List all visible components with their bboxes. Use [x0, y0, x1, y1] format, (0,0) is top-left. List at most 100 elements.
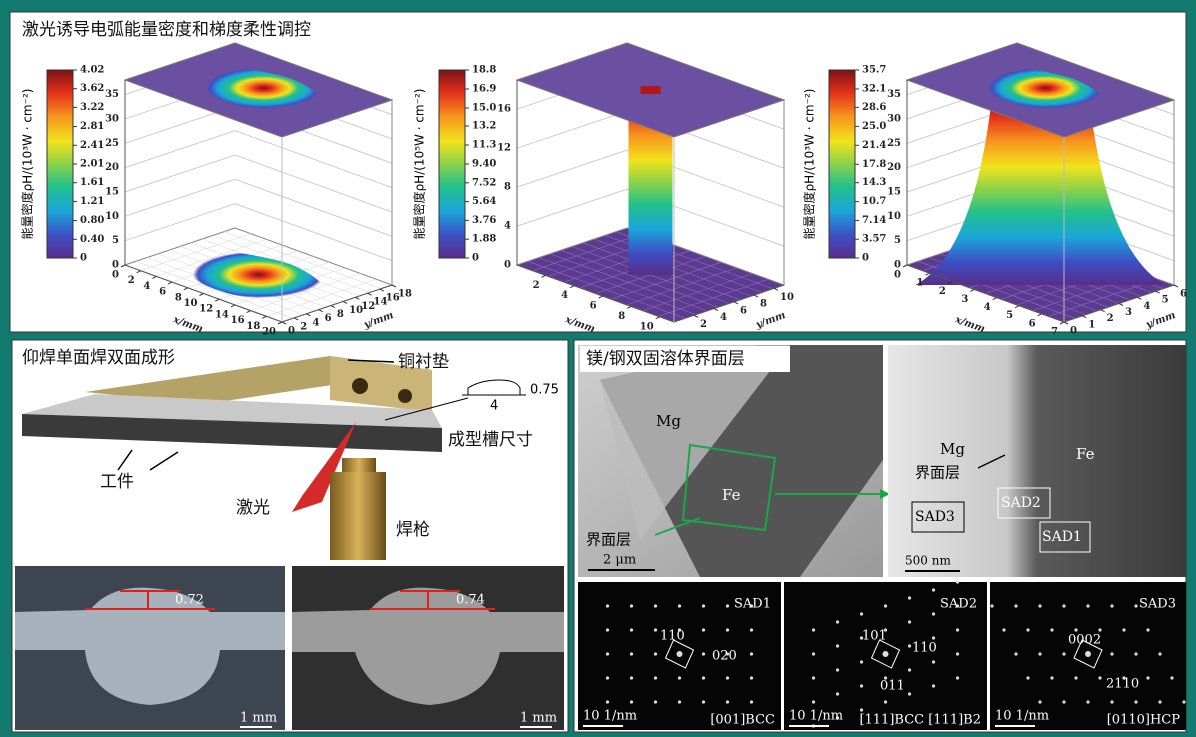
diffraction-spot: [859, 636, 864, 640]
x-tick: [1014, 305, 1020, 309]
diffraction-spot: [629, 700, 634, 704]
x-tick-label: 6: [590, 301, 597, 312]
colorbar-tick-label: 14.3: [862, 177, 886, 188]
x-tick: [230, 304, 236, 308]
colorbar-tick-label: 1.21: [80, 196, 104, 207]
diffraction-spot: [605, 700, 610, 704]
floor-grid: [1048, 279, 1159, 317]
z-tick-label: 5: [894, 235, 901, 246]
x-tick-label: 18: [246, 321, 260, 332]
grid-line: [124, 203, 393, 262]
x-tick-label: 20: [262, 327, 276, 338]
diffraction-spot: [749, 676, 754, 680]
diffraction-spot: [725, 676, 730, 680]
weld-bead: [15, 587, 285, 705]
z-tick-label: 30: [887, 113, 901, 124]
x-tick: [947, 280, 953, 284]
colorbar-label: 能量密度ρH/(10³W · cm⁻²): [802, 89, 817, 240]
colorbar: [828, 69, 856, 259]
x-tick: [569, 285, 575, 289]
y-tick: [306, 313, 311, 317]
x-tick-label: 8: [175, 292, 182, 303]
x-tick: [183, 287, 189, 291]
arrow: [149, 451, 179, 471]
spot-index: 110: [660, 629, 685, 644]
y-tick: [713, 308, 719, 311]
diffraction-spot: [1050, 676, 1054, 680]
diffraction-spot: [653, 676, 658, 680]
colorbar-tick-label: 0: [862, 253, 869, 264]
diffraction-spot: [1146, 628, 1150, 632]
spot-index: 011: [880, 679, 905, 694]
diffraction-spot: [883, 700, 888, 704]
grid-line: [124, 178, 393, 237]
x-tick-label: 5: [1006, 310, 1013, 321]
y-tick: [379, 288, 385, 292]
diffraction-spot: [701, 628, 706, 632]
y-tick: [1137, 296, 1142, 300]
x-tick: [655, 316, 660, 320]
scale-label: 1 mm: [520, 711, 557, 726]
z-tick-label: 12: [497, 143, 511, 154]
z-tick-label: 0: [112, 260, 119, 271]
colorbar: [438, 69, 466, 259]
colorbar-tick-label: 18.8: [472, 65, 496, 76]
x-tick-label: 6: [1029, 318, 1036, 329]
unit-cell: [664, 639, 695, 669]
diffraction-spot: [1050, 628, 1054, 632]
x-tick-label: 1: [916, 278, 923, 289]
colorbar-label: 能量密度ρH/(10³W · cm⁻²): [20, 89, 35, 240]
diffraction-spot: [629, 628, 634, 632]
top-surface: [205, 67, 322, 109]
y-tick: [1100, 309, 1105, 313]
weld-bead: [292, 587, 564, 705]
y-tick: [281, 321, 287, 325]
z-tick-label: 15: [887, 186, 901, 197]
y-tick: [355, 296, 360, 300]
diffraction-spot: [653, 652, 658, 656]
top-title: 激光诱导电弧能量密度和梯度柔性调控: [22, 20, 311, 40]
diffraction-spot: [677, 628, 682, 632]
diffraction-spot: [883, 604, 888, 608]
colorbar-tick-label: 7.52: [472, 177, 496, 188]
label: 界面层: [915, 464, 960, 482]
x-tick: [277, 321, 283, 325]
label: SAD3: [915, 509, 955, 525]
y-tick-label: 10: [780, 292, 794, 303]
y-tick-label: 12: [361, 301, 375, 312]
diffraction-spot: [907, 596, 912, 600]
z-tick-label: 20: [887, 162, 901, 173]
torch-body: [330, 472, 386, 560]
colorbar-tick-label: 35.7: [862, 65, 886, 76]
diffraction-spot: [955, 628, 960, 632]
sad-title: SAD1: [734, 597, 771, 612]
z-tick-label: 0: [894, 260, 901, 271]
tem-image: [888, 345, 1186, 577]
x-tick: [199, 293, 204, 296]
z-tick-label: 35: [887, 89, 901, 100]
x-tick: [626, 306, 632, 309]
x-tick: [136, 270, 141, 274]
y-tick: [1173, 284, 1179, 288]
spot-index: 020: [712, 649, 737, 664]
z-tick-label: 20: [105, 162, 119, 173]
colorbar-tick-label: 1.61: [80, 177, 104, 188]
diffraction-spot: [725, 652, 730, 656]
colorbar: [46, 69, 74, 259]
diffraction-spot: [701, 700, 706, 704]
y-tick-label: 1: [1088, 319, 1095, 330]
scale-label: 10 1/nm: [995, 709, 1049, 724]
diffraction-spot: [1014, 604, 1018, 608]
unit-cell: [1073, 639, 1103, 669]
y-tick-label: 6: [1180, 289, 1187, 300]
colorbar-tick-label: 32.1: [862, 83, 886, 94]
y-tick: [330, 305, 336, 309]
colorbar-tick-label: 3.57: [862, 234, 886, 245]
x-tick: [1059, 321, 1065, 325]
z-tick-label: 10: [887, 211, 901, 222]
diffraction-spot: [931, 612, 936, 616]
diffraction-spot: [859, 660, 864, 664]
y-tick: [753, 294, 759, 298]
diffraction-spot: [605, 604, 610, 608]
z-tick-label: 25: [887, 138, 901, 149]
